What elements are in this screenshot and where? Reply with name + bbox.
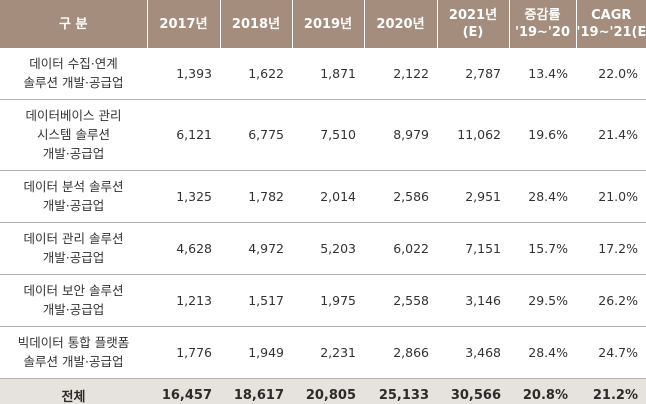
cell-growth: 28.4%	[509, 170, 576, 223]
cell-2019: 5,203	[292, 222, 364, 275]
total-2019: 20,805	[292, 378, 364, 404]
total-growth: 20.8%	[509, 378, 576, 404]
cell-2019: 7,510	[292, 99, 364, 171]
row-category: 데이터베이스 관리 시스템 솔루션 개발·공급업	[0, 99, 147, 171]
cell-2021: 7,151	[437, 222, 509, 275]
header-row: 구 분 2017년 2018년 2019년 2020년 2021년 (E) 증감…	[0, 0, 646, 48]
cell-2018: 6,775	[220, 99, 292, 171]
cell-2020: 6,022	[364, 222, 437, 275]
cell-2020: 2,558	[364, 274, 437, 327]
header-cagr: CAGR '19~'21(E)	[576, 0, 646, 48]
cell-cagr: 24.7%	[576, 326, 646, 379]
row-category: 데이터 분석 솔루션 개발·공급업	[0, 170, 147, 223]
cell-2017: 1,325	[147, 170, 220, 223]
cell-cagr: 21.4%	[576, 99, 646, 171]
cell-2021: 3,146	[437, 274, 509, 327]
row-category: 데이터 보안 솔루션 개발·공급업	[0, 274, 147, 327]
header-2021: 2021년 (E)	[437, 0, 510, 48]
header-2018: 2018년	[220, 0, 293, 48]
cell-growth: 19.6%	[509, 99, 576, 171]
cell-2021: 2,787	[437, 48, 509, 100]
cell-2018: 1,517	[220, 274, 292, 327]
header-2019: 2019년	[292, 0, 365, 48]
cell-2018: 4,972	[220, 222, 292, 275]
cell-cagr: 26.2%	[576, 274, 646, 327]
cell-growth: 15.7%	[509, 222, 576, 275]
cell-2017: 6,121	[147, 99, 220, 171]
total-2021: 30,566	[437, 378, 509, 404]
table-row: 빅데이터 통합 플랫폼 솔루션 개발·공급업 1,776 1,949 2,231…	[0, 326, 646, 379]
total-2018: 18,617	[220, 378, 292, 404]
cell-2018: 1,949	[220, 326, 292, 379]
total-row: 전체 16,457 18,617 20,805 25,133 30,566 20…	[0, 378, 646, 404]
total-2020: 25,133	[364, 378, 437, 404]
cell-2017: 1,776	[147, 326, 220, 379]
cell-cagr: 21.0%	[576, 170, 646, 223]
cell-2018: 1,622	[220, 48, 292, 100]
row-category: 빅데이터 통합 플랫폼 솔루션 개발·공급업	[0, 326, 147, 379]
header-category: 구 분	[0, 0, 148, 48]
cell-2021: 3,468	[437, 326, 509, 379]
cell-2020: 2,122	[364, 48, 437, 100]
cell-2019: 2,231	[292, 326, 364, 379]
table-row: 데이터베이스 관리 시스템 솔루션 개발·공급업 6,121 6,775 7,5…	[0, 99, 646, 171]
cell-2019: 1,871	[292, 48, 364, 100]
cell-2017: 1,393	[147, 48, 220, 100]
table-row: 데이터 관리 솔루션 개발·공급업 4,628 4,972 5,203 6,02…	[0, 222, 646, 275]
header-2017: 2017년	[147, 0, 221, 48]
header-growth: 증감률 '19~'20	[509, 0, 577, 48]
cell-growth: 28.4%	[509, 326, 576, 379]
cell-2020: 2,866	[364, 326, 437, 379]
cell-cagr: 17.2%	[576, 222, 646, 275]
cell-growth: 13.4%	[509, 48, 576, 100]
cell-2017: 4,628	[147, 222, 220, 275]
cell-2017: 1,213	[147, 274, 220, 327]
cell-2020: 8,979	[364, 99, 437, 171]
total-label: 전체	[0, 378, 147, 404]
cell-2020: 2,586	[364, 170, 437, 223]
row-category: 데이터 관리 솔루션 개발·공급업	[0, 222, 147, 275]
row-category: 데이터 수집·연계 솔루션 개발·공급업	[0, 48, 147, 100]
cell-cagr: 22.0%	[576, 48, 646, 100]
header-2020: 2020년	[364, 0, 438, 48]
cell-2021: 2,951	[437, 170, 509, 223]
total-cagr: 21.2%	[576, 378, 646, 404]
table-row: 데이터 분석 솔루션 개발·공급업 1,325 1,782 2,014 2,58…	[0, 170, 646, 223]
cell-2018: 1,782	[220, 170, 292, 223]
table-row: 데이터 보안 솔루션 개발·공급업 1,213 1,517 1,975 2,55…	[0, 274, 646, 327]
cell-2019: 1,975	[292, 274, 364, 327]
table-row: 데이터 수집·연계 솔루션 개발·공급업 1,393 1,622 1,871 2…	[0, 48, 646, 100]
cell-2021: 11,062	[437, 99, 509, 171]
total-2017: 16,457	[147, 378, 220, 404]
cell-2019: 2,014	[292, 170, 364, 223]
cell-growth: 29.5%	[509, 274, 576, 327]
